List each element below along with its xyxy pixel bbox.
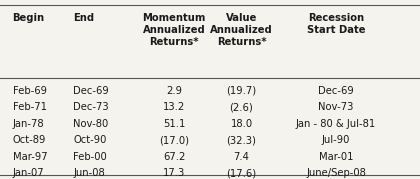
Text: June/Sep-08: June/Sep-08 — [306, 168, 366, 178]
Text: Jun-08: Jun-08 — [74, 168, 105, 178]
Text: Dec-69: Dec-69 — [74, 86, 109, 96]
Text: 7.4: 7.4 — [234, 152, 249, 162]
Text: Oct-89: Oct-89 — [13, 135, 46, 145]
Text: (19.7): (19.7) — [226, 86, 257, 96]
Text: Nov-80: Nov-80 — [74, 119, 109, 129]
Text: Jul-90: Jul-90 — [322, 135, 350, 145]
Text: Feb-71: Feb-71 — [13, 102, 47, 112]
Text: Begin: Begin — [13, 13, 45, 23]
Text: Feb-00: Feb-00 — [74, 152, 107, 162]
Text: 13.2: 13.2 — [163, 102, 185, 112]
Text: Feb-69: Feb-69 — [13, 86, 47, 96]
Text: 67.2: 67.2 — [163, 152, 186, 162]
Text: (17.0): (17.0) — [159, 135, 189, 145]
Text: 2.9: 2.9 — [166, 86, 182, 96]
Text: Mar-01: Mar-01 — [319, 152, 353, 162]
Text: Nov-73: Nov-73 — [318, 102, 354, 112]
Text: 18.0: 18.0 — [231, 119, 252, 129]
Text: 17.3: 17.3 — [163, 168, 185, 178]
Text: Dec-73: Dec-73 — [74, 102, 109, 112]
Text: Dec-69: Dec-69 — [318, 86, 354, 96]
Text: 51.1: 51.1 — [163, 119, 186, 129]
Text: Jan - 80 & Jul-81: Jan - 80 & Jul-81 — [296, 119, 376, 129]
Text: Momentum
Annualized
Returns*: Momentum Annualized Returns* — [143, 13, 206, 47]
Text: Value
Annualized
Returns*: Value Annualized Returns* — [210, 13, 273, 47]
Text: Jan-78: Jan-78 — [13, 119, 44, 129]
Text: Jan-07: Jan-07 — [13, 168, 44, 178]
Text: (2.6): (2.6) — [230, 102, 253, 112]
Text: (32.3): (32.3) — [226, 135, 257, 145]
Text: End: End — [74, 13, 94, 23]
Text: Mar-97: Mar-97 — [13, 152, 47, 162]
Text: Oct-90: Oct-90 — [74, 135, 107, 145]
Text: (17.6): (17.6) — [226, 168, 257, 178]
Text: Recession
Start Date: Recession Start Date — [307, 13, 365, 35]
